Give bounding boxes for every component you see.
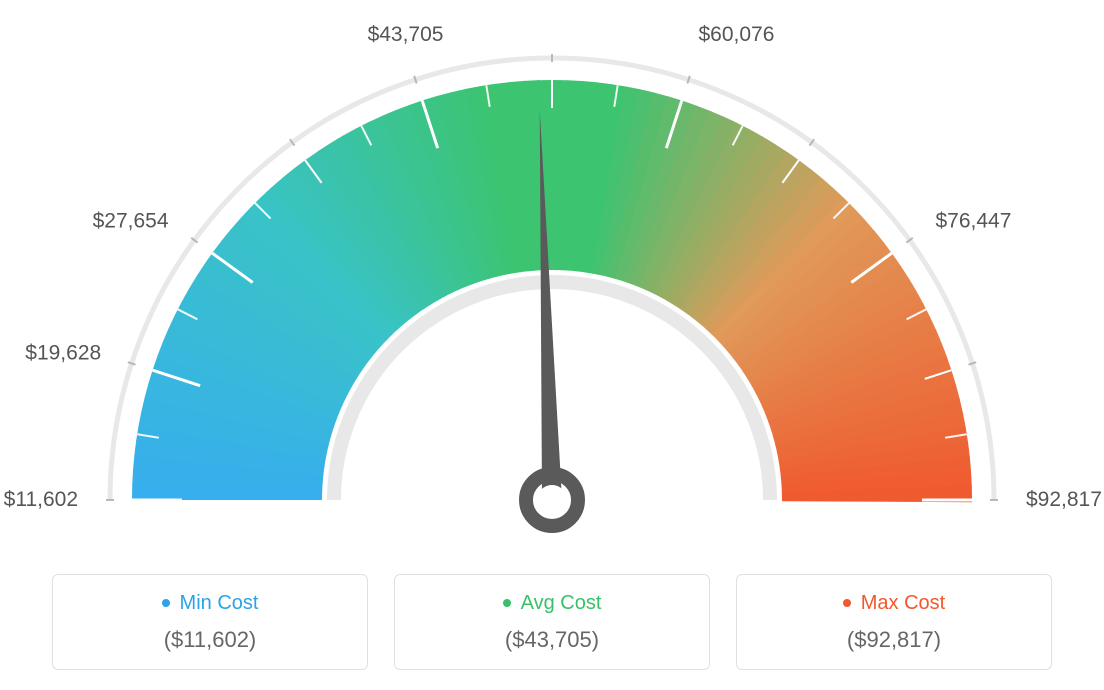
legend-dot-avg [503,599,511,607]
legend-label-max: Max Cost [861,592,945,615]
legend-dot-min [162,599,170,607]
legend-title-min: Min Cost [162,592,259,615]
svg-text:$60,076: $60,076 [698,23,774,46]
legend-card-min: Min Cost ($11,602) [52,574,368,670]
svg-text:$43,705: $43,705 [368,23,444,46]
svg-text:$11,602: $11,602 [4,488,78,511]
svg-text:$92,817: $92,817 [1026,488,1102,511]
svg-text:$19,628: $19,628 [25,342,101,365]
legend-value-avg: ($43,705) [505,627,599,653]
legend-row: Min Cost ($11,602) Avg Cost ($43,705) Ma… [0,574,1104,670]
legend-title-avg: Avg Cost [503,592,602,615]
legend-card-max: Max Cost ($92,817) [736,574,1052,670]
legend-dot-max [843,599,851,607]
svg-text:$76,447: $76,447 [935,209,1011,232]
legend-value-max: ($92,817) [847,627,941,653]
gauge-svg: $11,602 $19,628 $27,654 $43,705 $60,076 $76,4… [0,0,1104,560]
legend-label-min: Min Cost [180,592,259,615]
legend-value-min: ($11,602) [164,627,257,653]
legend-label-avg: Avg Cost [521,592,602,615]
legend-card-avg: Avg Cost ($43,705) [394,574,710,670]
cost-gauge-chart: $11,602 $19,628 $27,654 $43,705 $60,076 $76,4… [0,0,1104,560]
svg-text:$27,654: $27,654 [93,209,169,232]
legend-title-max: Max Cost [843,592,945,615]
